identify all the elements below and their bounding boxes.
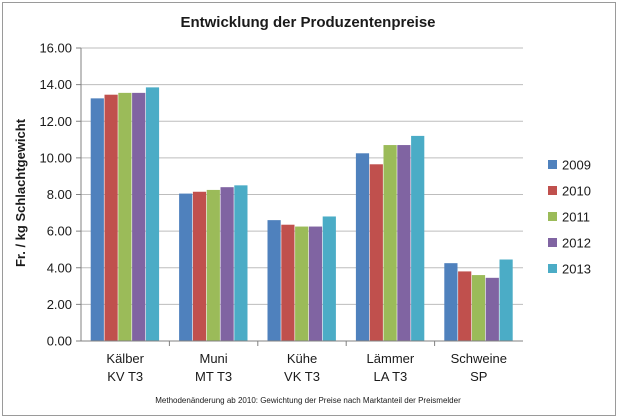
bar-2010-vk-t3 xyxy=(281,224,295,341)
bar-2012-sp xyxy=(485,277,499,341)
bar-2011-mt-t3 xyxy=(206,189,220,341)
bar-2011-kv-t3 xyxy=(118,92,132,341)
category-code: VK T3 xyxy=(284,369,320,384)
bar-2009-kv-t3 xyxy=(90,98,104,341)
category-label: Lämmer xyxy=(367,351,415,366)
category-code: KV T3 xyxy=(107,369,143,384)
bar-2012-vk-t3 xyxy=(308,226,323,341)
y-tick-label: 10.00 xyxy=(39,150,72,165)
legend-label-2010: 2010 xyxy=(562,184,591,199)
bar-2010-sp xyxy=(458,271,472,341)
legend-swatch-2009 xyxy=(548,160,557,169)
legend-swatch-2012 xyxy=(548,238,557,247)
bar-chart: Entwicklung der Produzentenpreise Fr. / … xyxy=(13,14,591,405)
bar-2012-la-t3 xyxy=(397,145,411,341)
y-axis-label: Fr. / kg Schlachtgewicht xyxy=(13,118,28,267)
legend-label-2013: 2013 xyxy=(562,262,591,277)
category-code: LA T3 xyxy=(374,369,408,384)
bar-2012-mt-t3 xyxy=(220,187,234,341)
y-tick-label: 14.00 xyxy=(39,77,72,92)
chart-frame: Entwicklung der Produzentenpreise Fr. / … xyxy=(2,2,616,416)
chart-title: Entwicklung der Produzentenpreise xyxy=(180,14,435,31)
bar-2011-sp xyxy=(471,275,486,341)
bar-2009-sp xyxy=(444,263,458,341)
y-tick-label: 6.00 xyxy=(47,224,72,239)
legend-swatch-2011 xyxy=(548,212,557,221)
bar-2010-la-t3 xyxy=(369,164,383,341)
category-code: MT T3 xyxy=(195,369,232,384)
bar-2013-mt-t3 xyxy=(234,185,248,341)
bar-2013-sp xyxy=(499,259,513,341)
bar-2011-la-t3 xyxy=(383,145,397,341)
y-tick-label: 16.00 xyxy=(39,41,72,56)
y-tick-label: 4.00 xyxy=(47,260,72,275)
bar-2009-la-t3 xyxy=(355,153,370,341)
bar-2011-vk-t3 xyxy=(295,226,309,341)
legend-label-2011: 2011 xyxy=(562,210,590,225)
legend-label-2009: 2009 xyxy=(562,158,591,173)
bar-2010-mt-t3 xyxy=(192,191,207,341)
legend-swatch-2010 xyxy=(548,186,557,195)
y-tick-label: 2.00 xyxy=(47,297,72,312)
category-label: Kälber xyxy=(106,351,144,366)
bar-2013-kv-t3 xyxy=(145,87,160,341)
category-label: Kühe xyxy=(287,351,317,366)
bar-2010-kv-t3 xyxy=(104,94,118,342)
y-tick-label: 8.00 xyxy=(47,187,72,202)
bar-2009-vk-t3 xyxy=(267,220,281,341)
legend-swatch-2013 xyxy=(548,264,557,273)
bar-2013-vk-t3 xyxy=(322,216,336,341)
bar-2012-kv-t3 xyxy=(132,92,146,341)
y-tick-label: 0.00 xyxy=(47,334,72,349)
bar-2009-mt-t3 xyxy=(179,193,193,341)
category-label: Muni xyxy=(200,351,228,366)
y-tick-label: 12.00 xyxy=(39,114,72,129)
category-label: Schweine xyxy=(451,351,507,366)
bar-2013-la-t3 xyxy=(411,135,425,341)
footnote: Methodenänderung ab 2010: Gewichtung der… xyxy=(155,396,461,405)
category-code: SP xyxy=(470,369,487,384)
legend-label-2012: 2012 xyxy=(562,236,591,251)
